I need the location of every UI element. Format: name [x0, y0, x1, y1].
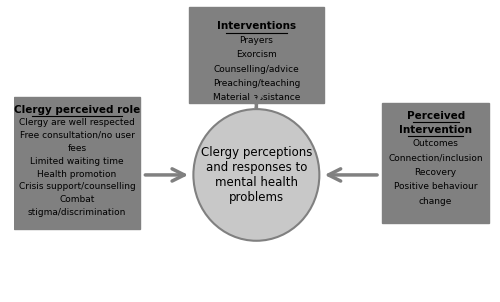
Text: change: change — [419, 197, 452, 206]
Text: Interventions: Interventions — [217, 21, 296, 31]
Text: Outcomes: Outcomes — [412, 139, 459, 148]
Text: Connection/inclusion: Connection/inclusion — [388, 154, 483, 163]
Text: fees: fees — [68, 144, 86, 153]
Text: Free consultation/no user: Free consultation/no user — [20, 131, 134, 140]
Ellipse shape — [194, 109, 320, 241]
FancyBboxPatch shape — [382, 103, 489, 223]
Text: stigma/discrimination: stigma/discrimination — [28, 208, 126, 217]
Text: Prayers: Prayers — [240, 36, 274, 45]
Text: Clergy are well respected: Clergy are well respected — [19, 118, 135, 127]
Text: Health promotion: Health promotion — [38, 169, 117, 178]
Text: Counselling/advice: Counselling/advice — [214, 65, 299, 73]
Text: Material assistance: Material assistance — [212, 93, 300, 102]
Text: Clergy perceived role: Clergy perceived role — [14, 104, 140, 115]
Text: Perceived: Perceived — [406, 111, 465, 120]
FancyBboxPatch shape — [188, 7, 324, 103]
Text: Limited waiting time: Limited waiting time — [30, 157, 124, 166]
Text: Preaching/teaching: Preaching/teaching — [212, 79, 300, 88]
Text: Crisis support/counselling: Crisis support/counselling — [18, 182, 136, 191]
Text: Positive behaviour: Positive behaviour — [394, 182, 477, 191]
Text: Clergy perceptions
and responses to
mental health
problems: Clergy perceptions and responses to ment… — [200, 146, 312, 204]
FancyBboxPatch shape — [14, 97, 140, 229]
Text: Combat: Combat — [60, 195, 95, 204]
Text: Exorcism: Exorcism — [236, 50, 277, 59]
Text: Intervention: Intervention — [399, 125, 472, 135]
Text: Recovery: Recovery — [414, 168, 457, 177]
